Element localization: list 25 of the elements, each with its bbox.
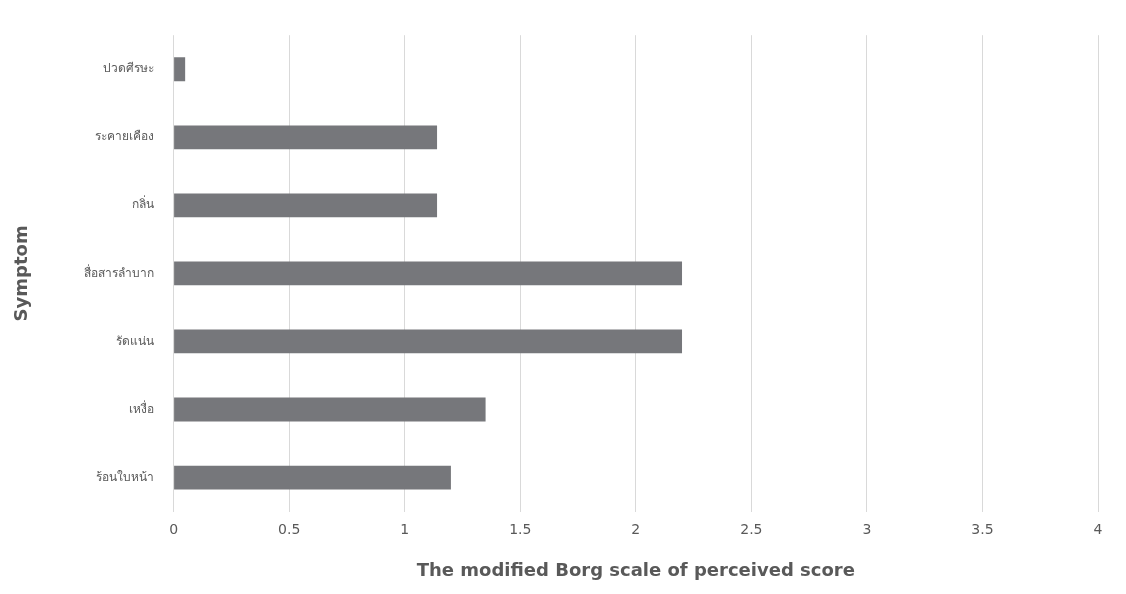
x-tick-label: 1.5 [509, 520, 532, 537]
bar [174, 193, 438, 218]
bar [174, 329, 683, 354]
x-tick-label: 2.5 [740, 520, 763, 537]
x-axis-title: The modified Borg scale of perceived score [416, 558, 855, 580]
x-tick-label: 0 [169, 520, 179, 537]
bar [174, 125, 438, 150]
y-tick-label: กลิ่น [131, 195, 154, 212]
x-tick-label: 1 [400, 520, 410, 537]
x-tick-label: 4 [1093, 520, 1103, 537]
y-tick-label: รัดแน่น [115, 333, 154, 348]
x-tick-label: 2 [631, 520, 641, 537]
y-tick-label: เหงื่อ [128, 399, 154, 416]
bar [174, 397, 486, 422]
x-tick-label: 0.5 [278, 520, 301, 537]
y-tick-label: ระคายเคือง [94, 129, 154, 144]
y-tick-label: สื่อสารลำบาก [83, 263, 154, 280]
bar [174, 465, 451, 490]
x-tick-label: 3.5 [971, 520, 994, 537]
x-tick-label: 3 [862, 520, 872, 537]
bar [174, 261, 683, 286]
y-axis-title: Symptom [10, 225, 32, 322]
y-tick-label: ร้อนใบหน้า [95, 469, 154, 484]
y-tick-label: ปวดศีรษะ [102, 61, 154, 76]
bar [174, 57, 186, 82]
